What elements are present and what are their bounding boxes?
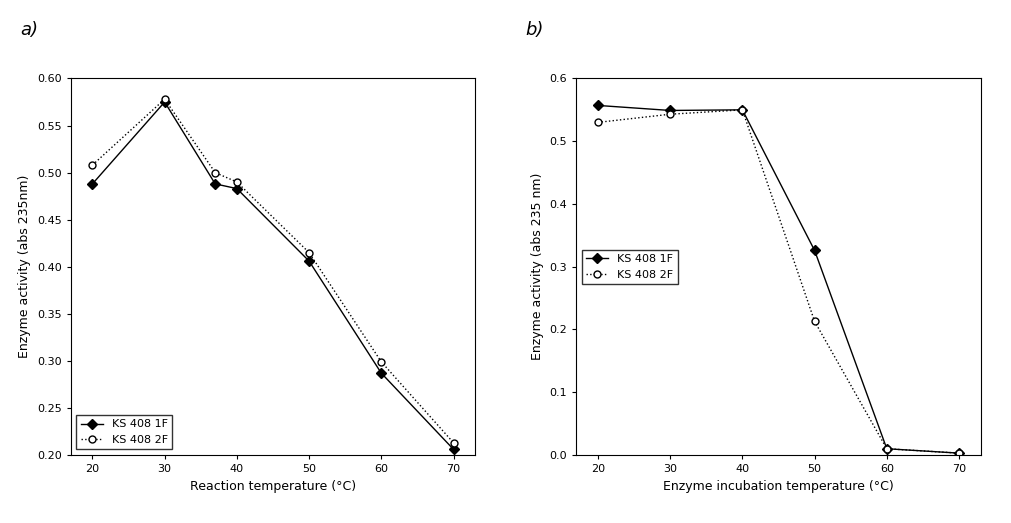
X-axis label: Reaction temperature (°C): Reaction temperature (°C) xyxy=(190,480,356,493)
Y-axis label: Enzyme activity (abs 235nm): Enzyme activity (abs 235nm) xyxy=(18,175,31,358)
KS 408 2F xyxy=(736,107,748,113)
Line: KS 408 2F: KS 408 2F xyxy=(89,96,457,446)
KS 408 2F xyxy=(881,446,893,452)
KS 408 2F xyxy=(159,96,171,103)
Legend: KS 408 1F, KS 408 2F: KS 408 1F, KS 408 2F xyxy=(76,415,173,449)
KS 408 2F xyxy=(664,111,676,117)
KS 408 1F xyxy=(736,107,748,113)
KS 408 2F xyxy=(209,169,221,176)
KS 408 2F xyxy=(375,359,387,365)
KS 408 1F xyxy=(86,181,98,187)
Line: KS 408 1F: KS 408 1F xyxy=(89,98,457,453)
Text: b): b) xyxy=(526,21,544,39)
KS 408 2F xyxy=(231,179,243,185)
Y-axis label: Enzyme activity (abs 235 nm): Enzyme activity (abs 235 nm) xyxy=(531,173,544,360)
KS 408 2F xyxy=(591,119,604,126)
KS 408 1F xyxy=(159,99,171,105)
KS 408 2F xyxy=(86,162,98,168)
KS 408 2F xyxy=(953,450,966,456)
Legend: KS 408 1F, KS 408 2F: KS 408 1F, KS 408 2F xyxy=(581,249,678,284)
KS 408 1F xyxy=(953,450,966,456)
KS 408 1F xyxy=(664,107,676,113)
KS 408 1F xyxy=(231,186,243,192)
Line: KS 408 1F: KS 408 1F xyxy=(594,102,962,457)
KS 408 1F xyxy=(303,258,315,264)
X-axis label: Enzyme incubation temperature (°C): Enzyme incubation temperature (°C) xyxy=(663,480,894,493)
KS 408 1F xyxy=(448,446,460,452)
KS 408 1F xyxy=(375,370,387,376)
KS 408 2F xyxy=(809,318,821,324)
KS 408 1F xyxy=(209,181,221,187)
Text: a): a) xyxy=(20,21,38,39)
KS 408 2F xyxy=(303,249,315,256)
Line: KS 408 2F: KS 408 2F xyxy=(594,106,962,457)
KS 408 1F xyxy=(881,446,893,452)
KS 408 2F xyxy=(448,440,460,446)
KS 408 1F xyxy=(591,103,604,109)
KS 408 1F xyxy=(809,247,821,254)
